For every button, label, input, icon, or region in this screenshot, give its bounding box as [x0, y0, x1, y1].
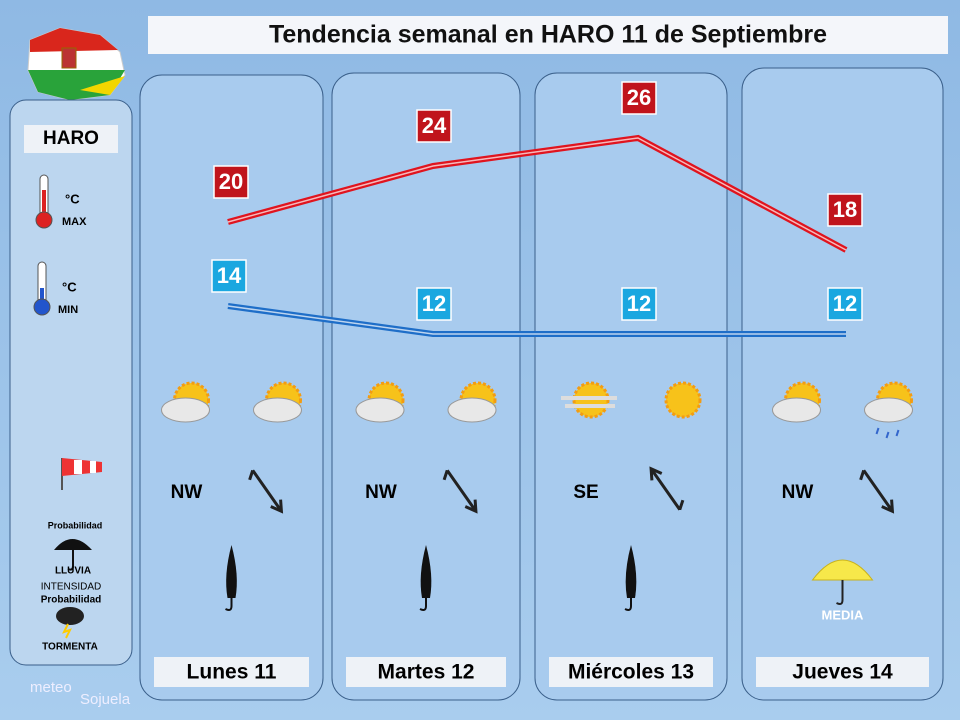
wind-arrow: [248, 469, 284, 514]
storm-prob-label: Probabilidad: [41, 595, 102, 606]
flag: [27, 27, 126, 101]
arrow: [442, 469, 478, 514]
weather-icon: [355, 381, 405, 423]
day-name: Jueves 14: [792, 661, 893, 684]
wind-direction: NW: [782, 482, 814, 503]
max-unit: °C: [65, 191, 80, 206]
arrow: [859, 469, 895, 514]
weather-icon: [447, 381, 497, 423]
day-panel: [741, 67, 944, 701]
max-value: 26: [627, 85, 651, 110]
wind-direction: NW: [365, 482, 397, 503]
closed-umbrella: [625, 545, 637, 598]
umbrella-handle: [624, 598, 632, 611]
day-name: Lunes 11: [187, 661, 277, 684]
min-box: [621, 287, 657, 321]
max-label: MAX: [62, 216, 87, 228]
weather-icon: [561, 381, 617, 419]
wind-arrow: [442, 469, 478, 514]
umbrella-icon: [54, 539, 92, 571]
max-value: 18: [833, 197, 857, 222]
rain-drops: [875, 427, 900, 439]
intensity-label: INTENSIDAD: [41, 582, 102, 593]
arrow: [248, 469, 284, 514]
day-label-box: [756, 657, 929, 687]
day-name: Martes 12: [378, 661, 475, 684]
min-value: 12: [833, 291, 857, 316]
cloud: [864, 397, 913, 423]
weather-icon: [161, 381, 210, 423]
sun: [664, 381, 702, 419]
max-value: 20: [219, 169, 243, 194]
weather-icon: [664, 381, 702, 419]
thermometer-min: [33, 261, 51, 316]
max-box: [213, 165, 249, 199]
wind-direction: SE: [573, 482, 598, 503]
haze: [561, 396, 617, 400]
umbrella-handle: [836, 580, 844, 605]
max-value: 24: [422, 113, 447, 138]
umbrella-handle: [225, 598, 233, 611]
day-label-box: [549, 657, 713, 687]
location-box: [24, 125, 118, 153]
cloud: [447, 397, 497, 423]
day-label-box: [154, 657, 309, 687]
storm-icon: [56, 607, 84, 639]
rain-label: LLUVIA: [55, 566, 91, 577]
min-value: 12: [627, 291, 651, 316]
rain-intensity: MEDIA: [822, 607, 865, 622]
title-box: [148, 16, 948, 54]
min-line: [227, 305, 846, 335]
min-box: [416, 287, 452, 321]
max-box: [416, 109, 452, 143]
min-box: [211, 259, 247, 293]
weather-icon: [253, 381, 302, 423]
max-line: [227, 137, 847, 251]
logo-top: meteo: [30, 679, 72, 696]
weather-icon: [772, 381, 821, 423]
min-label: MIN: [58, 304, 78, 316]
umbrella-handle: [419, 598, 427, 611]
weather-icon: [864, 381, 913, 439]
storm-label: TORMENTA: [42, 642, 98, 653]
wind-arrow: [649, 466, 685, 511]
cloud: [772, 397, 821, 423]
min-value: 12: [422, 291, 446, 316]
min-box: [827, 287, 863, 321]
day-panel: [534, 72, 728, 701]
logo-bottom: Sojuela: [80, 691, 131, 708]
day-panel: [139, 74, 324, 701]
location: HARO: [43, 128, 99, 149]
cloud: [355, 397, 405, 423]
min-value: 14: [217, 263, 242, 288]
cloud: [253, 397, 302, 423]
legend-panel: [9, 99, 133, 666]
min-unit: °C: [62, 279, 77, 294]
wind-direction: NW: [171, 482, 203, 503]
max-box: [621, 81, 657, 115]
max-box: [827, 193, 863, 227]
day-panel: [331, 72, 521, 701]
day-label-box: [346, 657, 506, 687]
title: Tendencia semanal en HARO 11 de Septiemb…: [269, 21, 827, 49]
cloud: [161, 397, 210, 423]
wind-arrow: [859, 469, 895, 514]
rain-prob-label: Probabilidad: [48, 520, 103, 530]
thermometer-max: [35, 174, 53, 229]
open-umbrella: [811, 559, 874, 581]
haze: [565, 404, 615, 408]
arrow: [649, 466, 685, 511]
windsock: [61, 458, 102, 490]
closed-umbrella: [226, 545, 237, 598]
day-name: Miércoles 13: [568, 661, 694, 684]
closed-umbrella: [420, 545, 432, 598]
